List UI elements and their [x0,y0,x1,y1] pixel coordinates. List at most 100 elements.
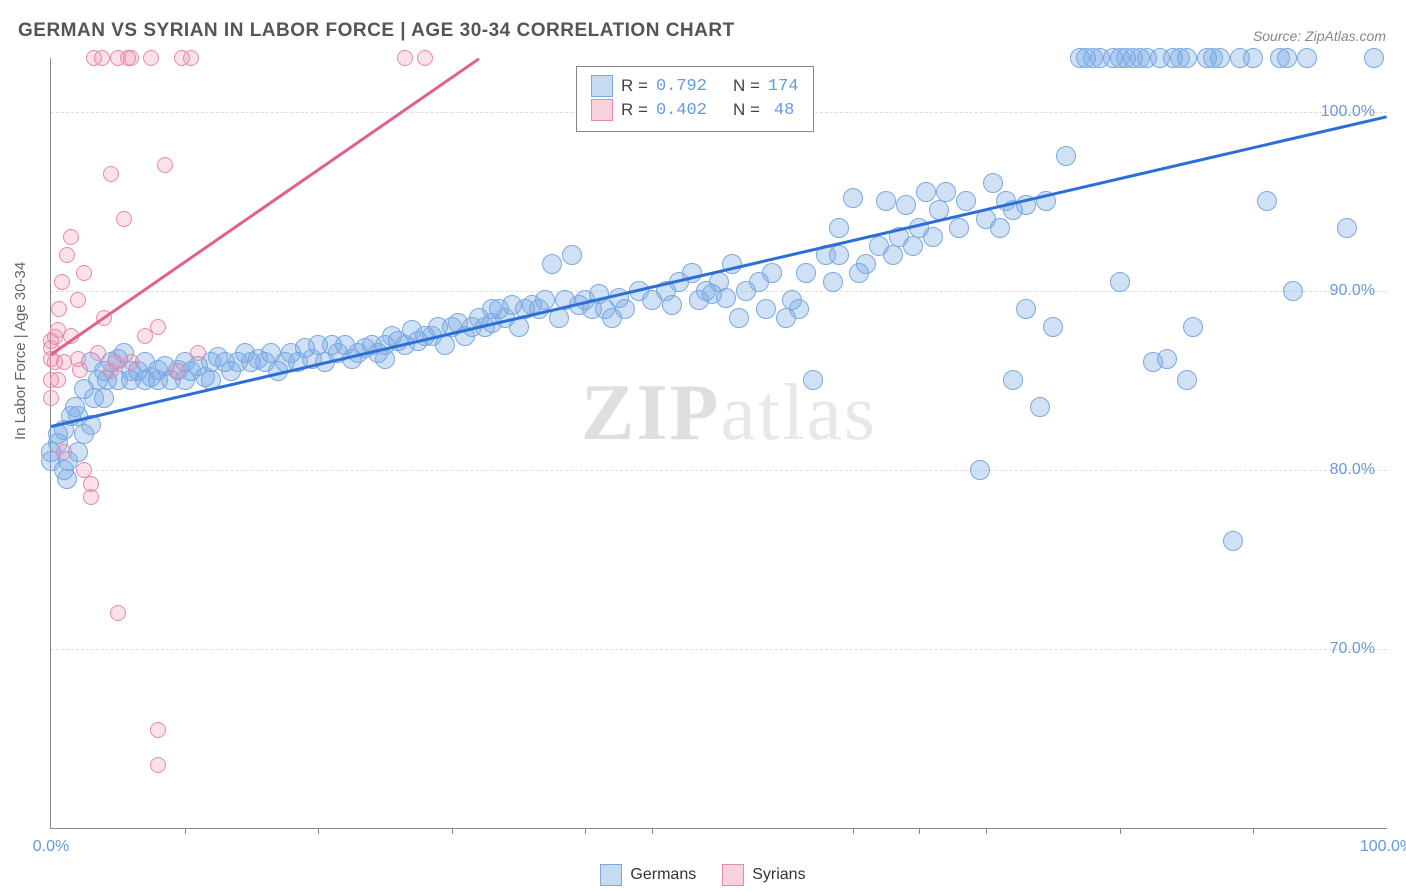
scatter-point [150,757,166,773]
scatter-point [1283,281,1303,301]
legend-item-syrians: Syrians [722,864,805,886]
scatter-point [916,182,936,202]
scatter-point [662,295,682,315]
r-label: R = [621,100,648,120]
scatter-point [903,236,923,256]
y-tick-label: 70.0% [1330,640,1375,658]
scatter-point [72,362,88,378]
scatter-point [729,308,749,328]
x-tick [919,828,920,834]
gridline [51,649,1387,650]
r-value-germans: 0.792 [656,77,707,96]
scatter-point [896,195,916,215]
x-tick [585,828,586,834]
r-label: R = [621,76,648,96]
x-tick-label: 100.0% [1360,838,1406,856]
scatter-point [375,349,395,369]
scatter-point [83,489,99,505]
scatter-point [43,390,59,406]
scatter-point [562,245,582,265]
scatter-point [50,372,66,388]
scatter-point [107,354,123,370]
y-axis-label: In Labor Force | Age 30-34 [12,262,29,440]
watermark-light: atlas [720,369,877,457]
scatter-point [143,50,159,66]
scatter-point [1056,146,1076,166]
x-tick [652,828,653,834]
scatter-point [876,191,896,211]
scatter-point [116,211,132,227]
n-value-germans: 174 [768,77,799,96]
scatter-point [103,166,119,182]
y-tick-label: 100.0% [1321,103,1375,121]
scatter-point [57,469,77,489]
scatter-point [94,388,114,408]
scatter-point [716,288,736,308]
scatter-point [1223,531,1243,551]
scatter-chart: ZIPatlas R = 0.792 N = 174 R = 0.402 N =… [50,58,1387,829]
scatter-point [170,363,186,379]
scatter-point [1364,48,1384,68]
scatter-point [1177,48,1197,68]
legend-swatch-syrians-icon [722,864,744,886]
scatter-point [789,299,809,319]
scatter-point [94,50,110,66]
source-attribution: Source: ZipAtlas.com [1253,28,1386,44]
scatter-point [51,301,67,317]
scatter-point [1003,370,1023,390]
scatter-point [1337,218,1357,238]
scatter-point [1183,317,1203,337]
scatter-point [59,247,75,263]
x-tick [185,828,186,834]
scatter-point [1177,370,1197,390]
r-value-syrians: 0.402 [656,101,707,120]
x-tick [1120,828,1121,834]
legend-item-germans: Germans [600,864,696,886]
scatter-point [56,444,72,460]
watermark-bold: ZIP [581,369,720,457]
scatter-point [796,263,816,283]
n-label: N = [733,76,760,96]
regression-line [50,58,479,356]
scatter-point [150,319,166,335]
scatter-point [70,292,86,308]
swatch-germans-icon [591,75,613,97]
gridline [51,470,1387,471]
scatter-point [76,265,92,281]
watermark: ZIPatlas [581,368,877,459]
scatter-point [1277,48,1297,68]
legend-label-syrians: Syrians [752,866,805,884]
scatter-point [1030,397,1050,417]
scatter-point [90,345,106,361]
y-tick-label: 80.0% [1330,461,1375,479]
scatter-point [615,299,635,319]
scatter-point [970,460,990,480]
chart-title: GERMAN VS SYRIAN IN LABOR FORCE | AGE 30… [18,20,735,42]
x-tick [853,828,854,834]
x-tick [452,828,453,834]
scatter-point [417,50,433,66]
scatter-point [923,227,943,247]
n-value-syrians: 48 [768,101,794,120]
scatter-point [823,272,843,292]
legend: Germans Syrians [0,864,1406,886]
scatter-point [1110,272,1130,292]
scatter-point [829,245,849,265]
scatter-point [829,218,849,238]
scatter-point [110,605,126,621]
scatter-point [762,263,782,283]
scatter-point [1043,317,1063,337]
scatter-point [756,299,776,319]
x-tick-label: 0.0% [33,838,69,856]
x-tick [1253,828,1254,834]
scatter-point [1016,299,1036,319]
scatter-point [1157,349,1177,369]
scatter-point [936,182,956,202]
scatter-point [949,218,969,238]
scatter-point [1257,191,1277,211]
scatter-point [542,254,562,274]
scatter-point [183,50,199,66]
x-tick [986,828,987,834]
scatter-point [54,274,70,290]
scatter-point [190,345,206,361]
